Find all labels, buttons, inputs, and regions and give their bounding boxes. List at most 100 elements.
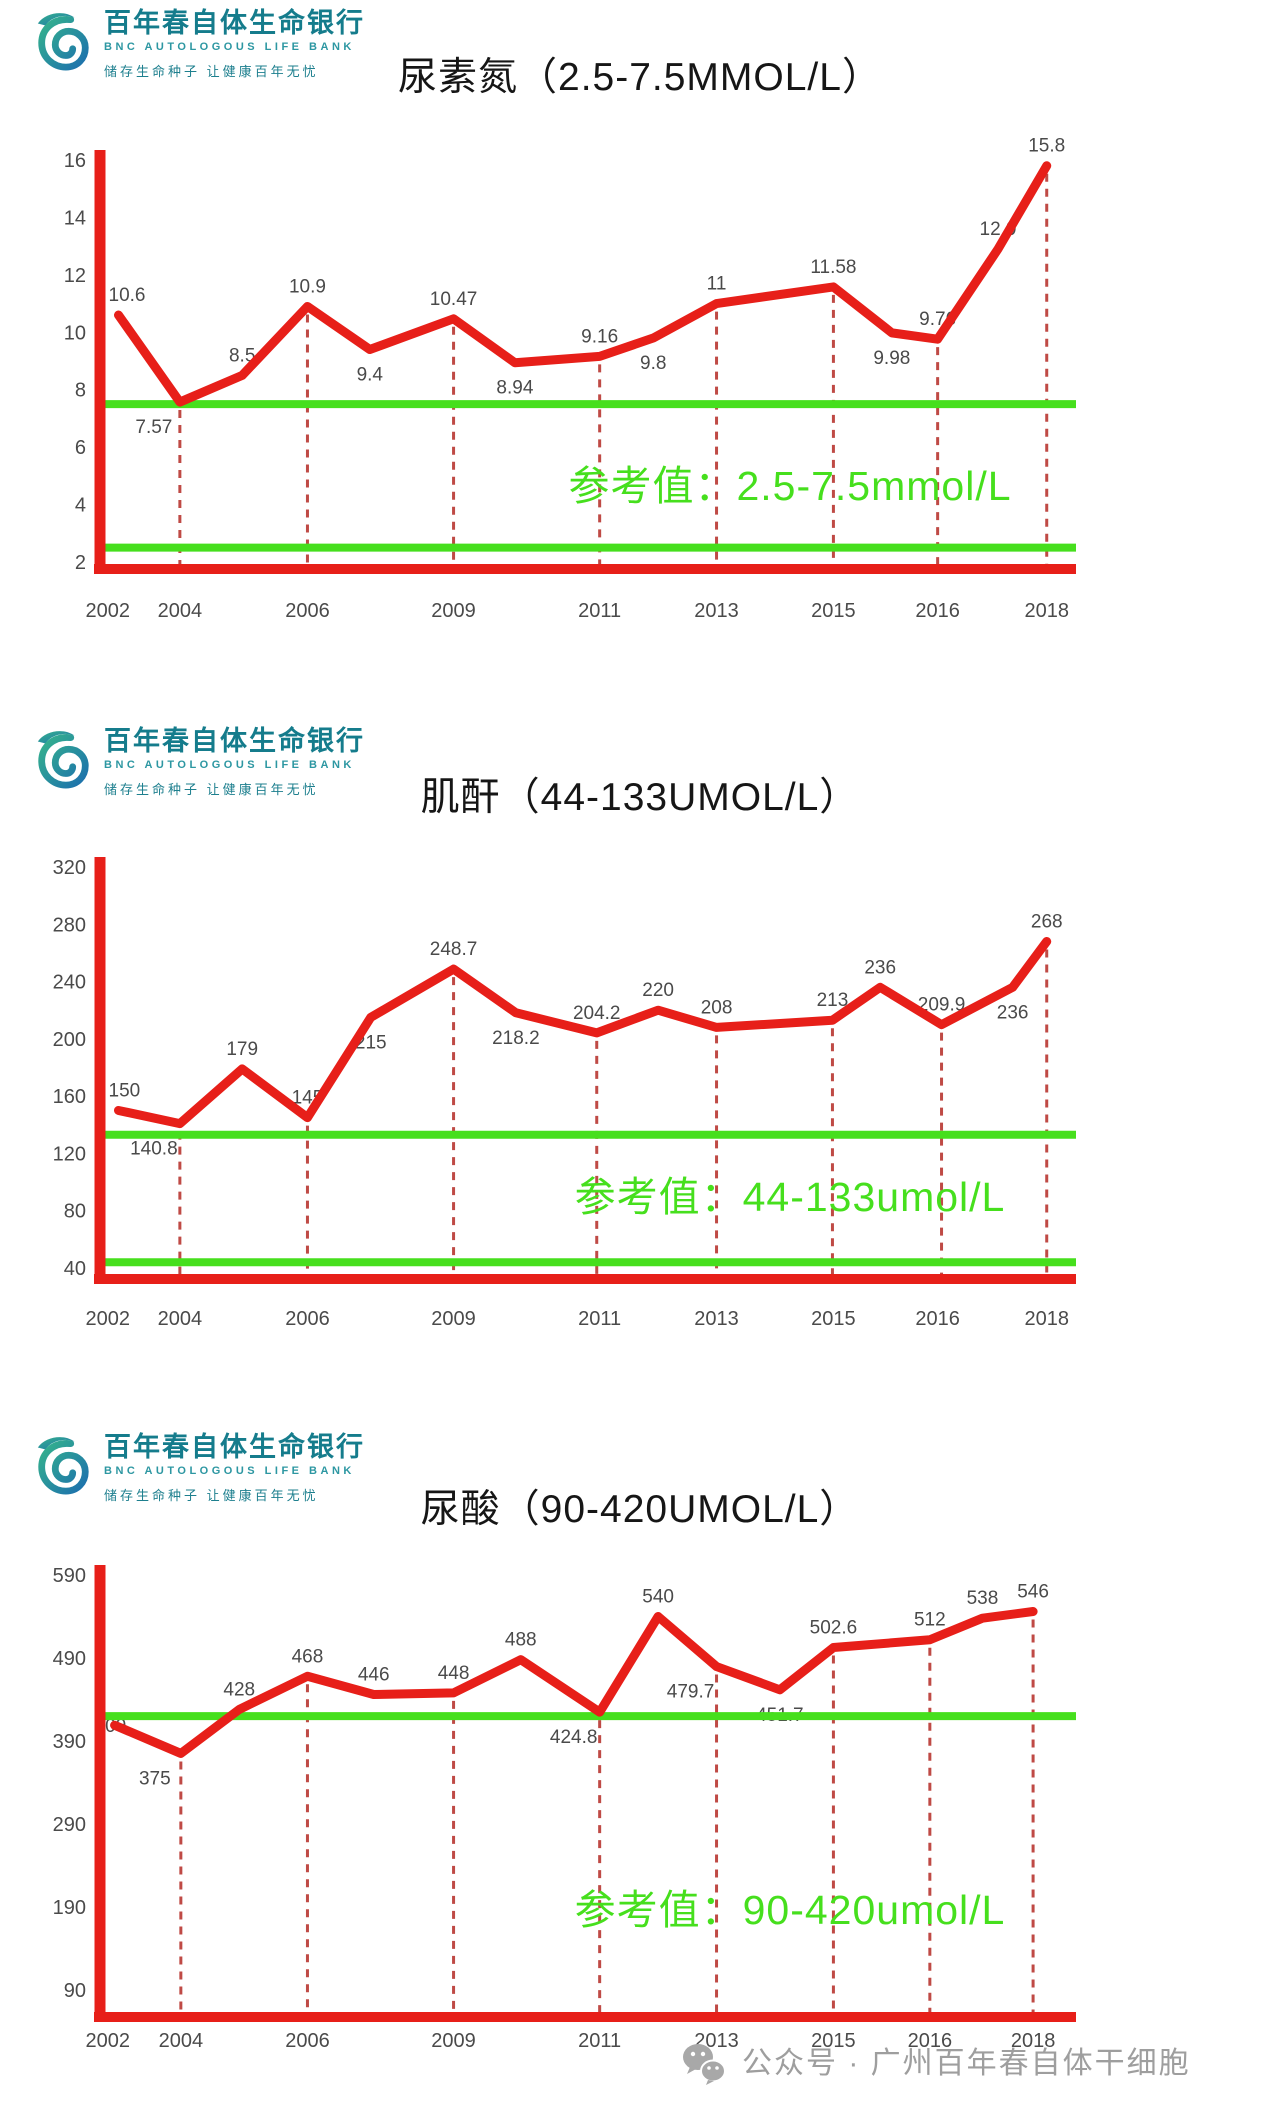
bank-logo: 百年春自体生命银行 BNC AUTOLOGOUS LIFE BANK 储存生命种… [32,1432,365,1504]
logo-swoosh [37,1437,75,1450]
x-axis-tick-label: 2018 [1024,1308,1069,1330]
logo-tagline: 储存生命种子 让健康百年无忧 [104,782,319,797]
data-point-label: 538 [967,1588,999,1609]
data-point-label: 540 [642,1587,674,1608]
logo-name-cn: 百年春自体生命银行 [104,726,365,756]
data-point-label: 502.6 [810,1618,858,1639]
x-axis-tick-label: 2006 [285,600,330,622]
bank-logo-icon [37,13,89,71]
logo-name-cn: 百年春自体生命银行 [104,8,365,38]
logo-name-cn: 百年春自体生命银行 [104,1432,365,1462]
bank-logo-icon [37,731,89,789]
y-axis-tick-label: 8 [75,380,86,402]
x-axis-tick-label: 2013 [694,600,739,622]
x-axis-tick-label: 2009 [431,1308,476,1330]
logo-name-en: BNC AUTOLOGOUS LIFE BANK [104,41,355,53]
logo-swoosh [37,731,75,744]
logo-name-en: BNC AUTOLOGOUS LIFE BANK [104,1465,355,1477]
x-axis-tick-label: 2018 [1011,2030,1056,2052]
urea-nitrogen-chart: 16 14 12 10 8 6 4 2 2002 2004 2006 2009 2011 2013 2015… [64,136,1076,622]
data-point-label: 9.98 [873,348,910,369]
bank-logo: 百年春自体生命银行 BNC AUTOLOGOUS LIFE BANK 储存生命种… [32,726,365,798]
logo-text: 百年春自体生命银行 BNC AUTOLOGOUS LIFE BANK 储存生命种… [104,1432,365,1504]
data-point-label: 446 [358,1665,390,1686]
data-point-label: 10.47 [430,289,478,310]
data-point-label: 448 [438,1663,470,1684]
x-axis-tick-label: 2002 [86,2030,131,2052]
y-axis-tick-label: 190 [53,1897,86,1919]
logo-tagline: 储存生命种子 让健康百年无忧 [104,1488,319,1503]
reference-value-label: 参考值：90-420umol/L [574,1887,1006,1933]
x-axis-tick-label: 2011 [578,2030,621,2052]
chart-title-urea-nitrogen: 尿素氮（2.5-7.5MMOL/L） [398,56,882,99]
reference-value-label: 参考值：2.5-7.5mmol/L [568,463,1012,509]
x-axis-tick-label: 2011 [578,600,621,622]
logo-spiral [38,1440,89,1495]
data-point-label: 220 [642,980,674,1001]
y-axis-tick-label: 590 [53,1565,86,1587]
data-point-label: 488 [505,1630,537,1651]
y-axis-tick-label: 390 [53,1731,86,1753]
footer: 公众号 · 广州百年春自体干细胞 [0,2040,1280,2088]
data-point-label: 213 [817,990,849,1011]
y-axis-tick-label: 16 [64,150,86,172]
data-point-label: 424.8 [550,1727,598,1748]
data-point-label: 236 [864,957,896,978]
x-axis-tick-label: 2004 [158,600,203,622]
data-series-line [114,936,1052,1129]
logo-text: 百年春自体生命银行 BNC AUTOLOGOUS LIFE BANK 储存生命种… [104,726,365,798]
data-point-label: 8.94 [496,378,533,399]
data-point-label: 9.4 [357,365,384,386]
reference-value-label: 参考值：44-133umol/L [574,1174,1006,1220]
x-axis-tick-label: 2015 [811,600,856,622]
chart-title-creatinine: 肌酐（44-133UMOL/L） [420,776,860,819]
footer-text: 公众号 · 广州百年春自体干细胞 [742,2047,1191,2080]
data-point-label: 9.8 [640,353,666,374]
x-axis-tick-label: 2013 [694,1308,739,1330]
data-point-label: 268 [1031,911,1063,932]
logo-name-en: BNC AUTOLOGOUS LIFE BANK [104,759,355,771]
data-series-line [114,161,1052,407]
x-axis-tick-label: 2009 [431,600,476,622]
uric-acid-chart: 590 490 390 290 190 90 2002 2004 2006 2009 2011 201… [53,1565,1076,2052]
x-axis-tick-label: 2016 [908,2030,953,2052]
x-axis-tick-label: 2016 [915,600,960,622]
data-point-label: 9.16 [581,326,618,347]
data-point-label: 10.9 [289,276,326,297]
x-axis-tick-label: 2015 [811,2030,856,2052]
x-axis-tick-label: 2009 [431,2030,476,2052]
y-axis-tick-label: 290 [53,1814,86,1836]
data-point-label: 150 [109,1080,141,1101]
data-point-label: 546 [1017,1582,1049,1603]
y-axis-tick-label: 320 [53,857,86,879]
wechat-icon [683,2044,726,2085]
y-axis-tick-label: 490 [53,1648,86,1670]
y-axis-tick-label: 240 [53,972,86,994]
data-point-label: 479.7 [667,1682,715,1703]
x-axis-tick-label: 2011 [578,1308,621,1330]
data-point-label: 7.57 [135,417,172,438]
y-axis-tick-label: 80 [64,1201,86,1223]
data-point-label: 15.8 [1028,136,1065,157]
data-point-label: 375 [139,1768,171,1789]
data-series-line [110,1607,1038,1758]
y-axis-tick-label: 280 [53,914,86,936]
data-point-label: 236 [997,1002,1029,1023]
data-point-label: 209.9 [918,995,966,1016]
x-axis-tick-label: 2002 [86,600,131,622]
x-axis-tick-label: 2006 [285,1308,330,1330]
y-axis-tick-label: 12 [64,265,86,287]
x-axis-tick-label: 2006 [285,2030,330,2052]
bank-logo-icon [37,1437,89,1495]
y-axis-tick-label: 4 [75,495,86,517]
y-axis-tick-label: 2 [75,552,86,574]
chart-title-uric-acid: 尿酸（90-420UMOL/L） [420,1488,860,1531]
y-axis-tick-label: 90 [64,1980,86,2002]
data-point-label: 11 [707,274,727,295]
data-point-label: 248.7 [430,939,478,960]
data-point-label: 11.58 [810,257,856,278]
y-axis-tick-label: 120 [53,1143,86,1165]
x-axis-tick-label: 2004 [159,2030,204,2052]
data-point-label: 140.8 [130,1139,178,1160]
logo-text: 百年春自体生命银行 BNC AUTOLOGOUS LIFE BANK 储存生命种… [104,8,365,80]
